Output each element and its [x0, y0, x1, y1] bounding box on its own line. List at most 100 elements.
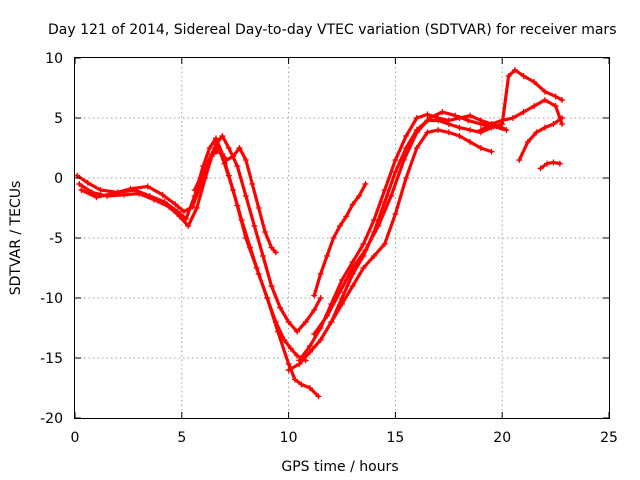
- data-point: [435, 127, 442, 133]
- data-point: [165, 203, 172, 210]
- data-point: [144, 183, 151, 190]
- y-tick-label: -20: [40, 411, 63, 427]
- data-point: [343, 213, 350, 220]
- data-point: [97, 187, 104, 193]
- data-point: [311, 292, 318, 299]
- data-point: [456, 133, 463, 139]
- data-point: [531, 103, 538, 109]
- data-point: [296, 357, 303, 364]
- data-point: [336, 223, 343, 229]
- data-point: [208, 151, 215, 157]
- data-point: [362, 247, 369, 253]
- data-point: [477, 127, 484, 133]
- data-point: [336, 289, 343, 295]
- x-axis-label: GPS time / hours: [281, 459, 398, 475]
- data-point: [499, 117, 506, 124]
- data-point: [356, 193, 363, 199]
- y-tick-label: 0: [54, 171, 63, 187]
- data-point: [193, 205, 200, 211]
- data-point: [531, 79, 538, 85]
- data-point: [185, 223, 192, 229]
- data-point: [477, 145, 484, 151]
- data-point: [403, 133, 410, 139]
- data-point: [311, 307, 318, 313]
- data-point: [225, 145, 232, 151]
- data-point: [285, 319, 292, 325]
- data-point: [533, 129, 540, 136]
- data-point: [281, 337, 288, 343]
- data-point: [375, 223, 382, 229]
- data-point: [255, 205, 262, 211]
- data-point: [180, 208, 187, 215]
- series-line: [538, 160, 562, 170]
- data-point: [317, 337, 324, 343]
- data-point: [176, 213, 183, 220]
- data-point: [298, 381, 305, 388]
- series-line: [312, 110, 509, 336]
- data-point: [262, 229, 269, 235]
- data-point: [413, 145, 420, 151]
- plot-frame: [74, 57, 610, 419]
- data-point: [328, 319, 335, 325]
- data-point: [238, 217, 245, 223]
- data-point: [285, 367, 292, 373]
- data-point: [285, 361, 292, 367]
- data-point: [136, 190, 143, 197]
- data-point: [465, 117, 472, 124]
- data-point: [223, 157, 230, 163]
- x-tick-label: 0: [71, 430, 80, 446]
- data-point: [315, 393, 322, 400]
- data-point: [360, 265, 367, 271]
- y-tick-label: -5: [49, 231, 63, 247]
- series-trace-12: [537, 159, 563, 172]
- data-point: [255, 271, 262, 277]
- data-point: [424, 111, 431, 118]
- data-point: [550, 121, 557, 127]
- data-point: [424, 129, 431, 136]
- data-point: [311, 331, 318, 337]
- data-point: [339, 277, 345, 283]
- y-tick-label: -10: [40, 291, 63, 307]
- grid: [75, 58, 609, 418]
- data-point: [559, 121, 566, 127]
- data-point: [413, 115, 420, 121]
- data-point: [317, 295, 324, 301]
- data-point: [349, 265, 356, 271]
- data-point: [242, 157, 249, 163]
- data-point: [537, 165, 544, 172]
- data-point: [230, 153, 237, 160]
- data-point: [306, 343, 313, 349]
- data-point: [403, 175, 410, 181]
- series-trace-8: [328, 127, 495, 325]
- series-trace-3: [78, 133, 324, 335]
- data-point: [467, 139, 474, 145]
- data-point: [189, 203, 196, 210]
- data-point: [381, 199, 388, 205]
- data-point: [426, 115, 433, 121]
- data-point: [268, 283, 275, 289]
- data-point: [371, 217, 378, 223]
- data-point: [520, 109, 527, 115]
- data-point: [349, 283, 356, 289]
- data-point: [127, 185, 134, 192]
- data-point: [388, 193, 395, 199]
- x-tick-label: 5: [177, 430, 186, 446]
- data-point: [264, 295, 271, 301]
- data-point: [349, 201, 356, 208]
- data-point: [456, 124, 463, 131]
- data-point: [381, 187, 388, 193]
- data-point: [76, 181, 83, 187]
- series-line: [79, 134, 323, 334]
- data-point: [516, 157, 523, 163]
- data-point: [247, 244, 254, 251]
- data-point: [552, 103, 559, 109]
- data-point: [520, 73, 527, 79]
- series-trace-10: [516, 115, 566, 163]
- axis-ticks: 0 5 10 15 20 25 -20 -15 -10 -5 0 5 10: [40, 51, 618, 446]
- x-tick-label: 15: [386, 430, 404, 446]
- data-point: [541, 124, 548, 131]
- data-point: [435, 115, 442, 121]
- series-trace-1: [74, 135, 322, 400]
- data-point: [413, 129, 420, 136]
- x-tick-label: 25: [600, 430, 618, 446]
